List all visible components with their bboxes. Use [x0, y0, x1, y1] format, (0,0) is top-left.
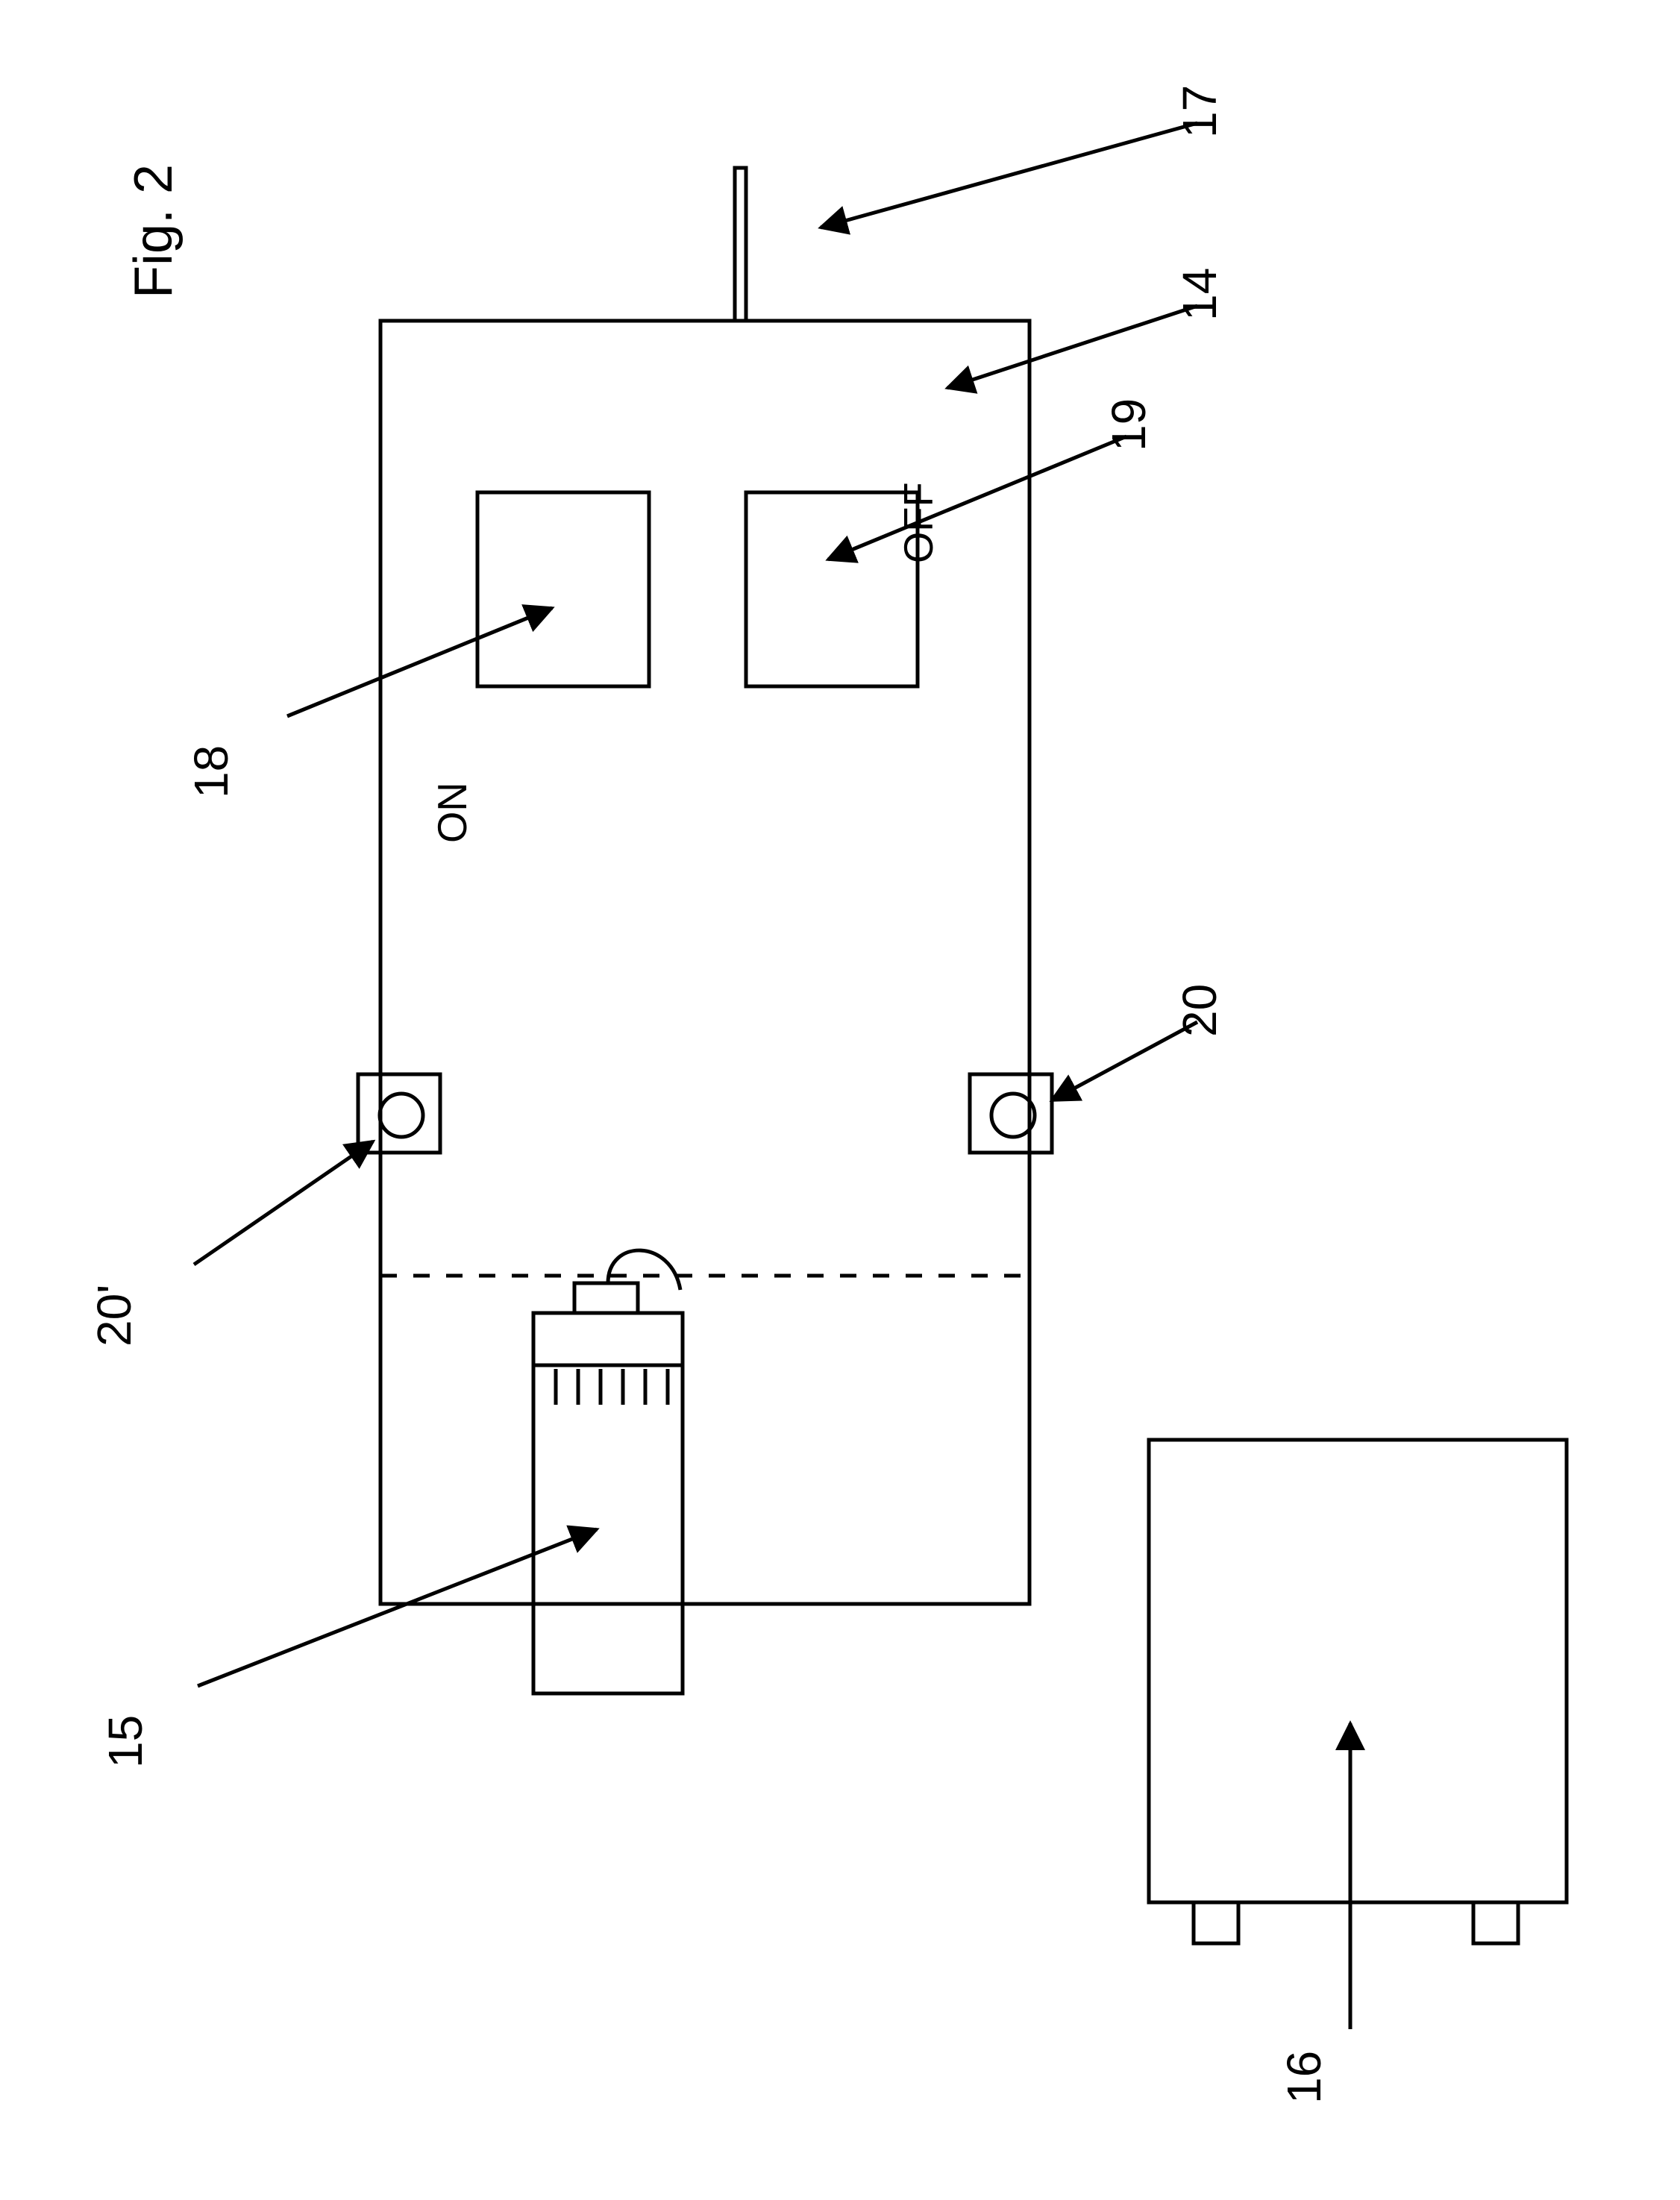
antenna: [735, 168, 746, 321]
ref-label-15: 15: [98, 1715, 152, 1768]
on-button: [477, 492, 649, 686]
mounting-tab-right: [970, 1074, 1052, 1153]
leader-14: [947, 306, 1197, 388]
ref-label-18: 18: [184, 745, 238, 798]
ref-label-17: 17: [1173, 85, 1226, 138]
receiver-unit: [1149, 1440, 1567, 1943]
ref-label-14: 14: [1173, 268, 1226, 321]
figure-title: Fig. 2: [124, 164, 184, 298]
on-label: ON: [430, 782, 475, 843]
leader-17: [821, 123, 1197, 228]
mounting-tab-left: [358, 1074, 440, 1153]
leader-19: [828, 436, 1126, 560]
off-button: [746, 492, 918, 686]
ref-label-20-prime: 20': [87, 1285, 141, 1347]
ref-label-16: 16: [1277, 2051, 1331, 2104]
leader-15: [198, 1529, 597, 1686]
leader-18: [287, 608, 552, 716]
figure-2-diagram: Fig. 2 ON OFF 14 17 19: [0, 0, 1680, 2200]
ref-label-19: 19: [1102, 398, 1156, 451]
battery: [533, 1250, 683, 1693]
ref-label-20: 20: [1173, 984, 1226, 1037]
leader-20-prime: [194, 1141, 373, 1264]
